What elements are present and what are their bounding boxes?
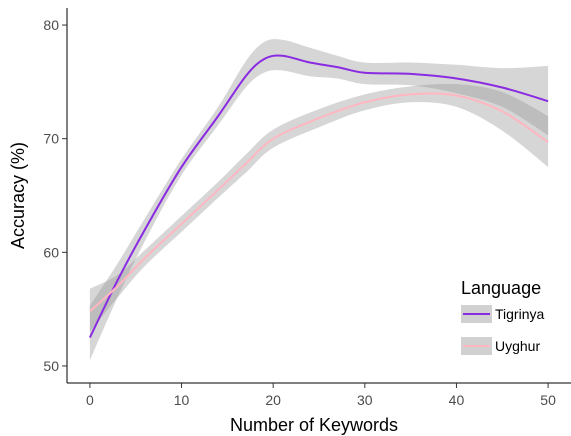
series-line-uyghur xyxy=(89,92,549,313)
y-axis-title: Accuracy (%) xyxy=(8,142,28,249)
x-tick-label: 40 xyxy=(449,392,465,408)
y-tick-label: 50 xyxy=(43,358,59,374)
y-tick-label: 70 xyxy=(43,131,59,147)
y-tick-label: 60 xyxy=(43,244,59,260)
series-lines xyxy=(89,54,549,338)
legend: Language Tigrinya Uyghur xyxy=(461,278,544,355)
series-line-tigrinya xyxy=(89,54,549,338)
x-tick-label: 50 xyxy=(540,392,556,408)
x-tick-label: 0 xyxy=(86,392,94,408)
axes: 0 10 20 30 40 50 50 60 70 80 xyxy=(43,8,571,408)
x-tick-label: 30 xyxy=(357,392,373,408)
x-axis-title: Number of Keywords xyxy=(230,415,398,435)
ci-band-uyghur xyxy=(89,83,549,332)
ci-band-tigrinya xyxy=(89,39,549,361)
legend-label-tigrinya: Tigrinya xyxy=(495,306,544,322)
x-tick-label: 10 xyxy=(174,392,190,408)
legend-title: Language xyxy=(461,278,541,298)
confidence-bands xyxy=(89,39,549,361)
y-tick-label: 80 xyxy=(43,17,59,33)
legend-label-uyghur: Uyghur xyxy=(495,338,540,354)
x-tick-label: 20 xyxy=(265,392,281,408)
